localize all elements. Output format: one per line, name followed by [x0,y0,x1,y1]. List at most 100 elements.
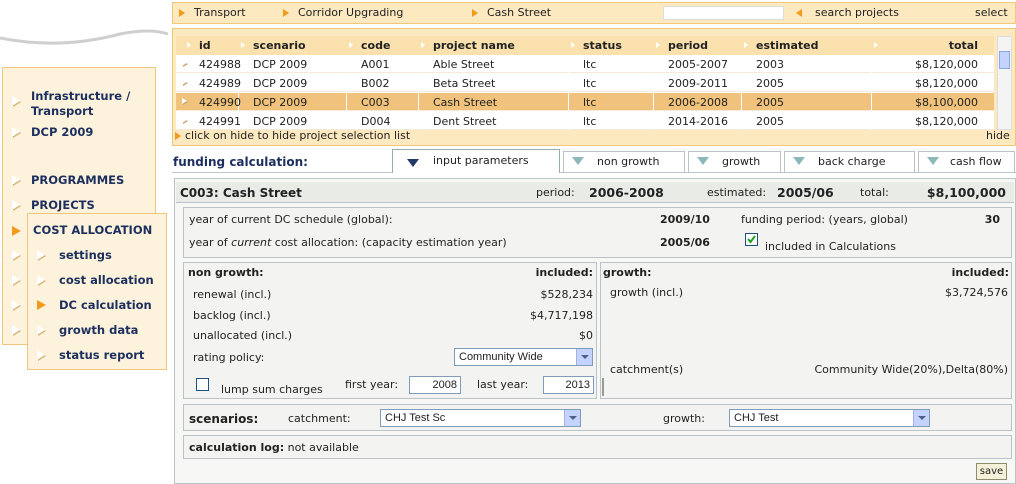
submenu [27,213,167,370]
scrollbar[interactable] [997,36,1012,130]
cell: $8,120,000 [915,58,978,71]
cell: ltc [583,96,597,109]
sort-arrow [241,42,245,48]
nav-item[interactable]: PROJECTS [31,198,95,212]
cell-separator [653,55,654,73]
value: $0 [579,329,593,342]
column-header[interactable]: period [668,39,708,52]
first-year-input[interactable]: 2008 [409,376,461,394]
row-arrow [182,79,187,85]
cell: 2003 [756,58,784,71]
submenu-item[interactable]: status report [59,348,145,362]
submenu-item[interactable]: settings [59,248,112,262]
submenu-item[interactable]: cost allocation [59,273,154,287]
cell-separator [741,112,742,130]
label: growth: [663,412,705,425]
sort-arrow [349,42,353,48]
search-label[interactable]: search projects [815,6,899,19]
save-button[interactable]: save [976,463,1007,480]
log-value: not available [287,441,359,454]
cell-separator [871,93,872,111]
nav-arrow [37,275,45,285]
column-header[interactable]: estimated [756,39,819,52]
sort-arrow [744,42,748,48]
log-box [183,435,1012,459]
nav-item[interactable]: DCP 2009 [31,125,94,139]
period-value: 2006-2008 [589,185,664,200]
column-header[interactable]: id [199,39,211,52]
cell: 424990 [199,96,241,109]
checkbox[interactable] [745,233,758,246]
hide-link[interactable]: hide [986,129,1010,142]
cell: DCP 2009 [253,77,308,90]
label: renewal (incl.) [193,288,272,301]
checkbox[interactable] [196,378,209,391]
sort-arrow [656,42,660,48]
label: last year: [477,378,529,391]
cell-separator [346,112,347,130]
value: $3,724,576 [945,286,1008,299]
cell: $8,120,000 [915,77,978,90]
label: rating policy: [193,351,265,364]
label: growth (incl.) [610,286,683,299]
submenu-item[interactable]: DC calculation [59,298,152,312]
cell: Beta Street [433,77,496,90]
cell-separator [568,112,569,130]
table-row[interactable]: 424989 DCP 2009 B002 Beta Street ltc 2009-201… [176,74,994,92]
table-row[interactable]: 424991 DCP 2009 D004 Dent Street ltc 2014-201… [176,112,994,130]
breadcrumb[interactable]: Cash Street [487,6,552,19]
cell-separator [238,112,239,130]
rating-select[interactable]: Community Wide [454,348,593,366]
label: year of current DC schedule (global): [189,213,393,226]
breadcrumb[interactable]: Transport [194,6,246,19]
text: current [231,236,272,249]
tab[interactable]: back charge [784,151,915,172]
select-value: CHJ Test [734,412,779,424]
submenu-item[interactable]: growth data [59,323,139,337]
cell-separator [346,93,347,111]
tab[interactable]: cash flow [918,151,1015,172]
table-row[interactable]: 424990 DCP 2009 C003 Cash Street ltc 2006-200… [176,93,994,111]
cell-separator [741,74,742,92]
row-arrow [182,98,187,104]
nav-item[interactable]: PROGRAMMES [31,173,125,187]
period-label: period: [536,186,575,199]
value: $4,717,198 [530,309,593,322]
label: unallocated (incl.) [193,329,293,342]
value: 2005/06 [660,236,710,249]
column-header[interactable]: scenario [253,39,306,52]
sort-arrow [187,42,191,48]
breadcrumb[interactable]: Corridor Upgrading [298,6,404,19]
cell: ltc [583,115,597,128]
tab[interactable]: growth [688,151,781,172]
nav-active[interactable]: COST ALLOCATION [33,223,153,237]
resize-handle[interactable] [602,378,604,396]
cell: Cash Street [433,96,498,109]
cell-separator [418,74,419,92]
column-header[interactable]: status [583,39,622,52]
search-input[interactable] [663,6,784,20]
nav-item[interactable]: Infrastructure / Transport [31,89,131,118]
label: backlog (incl.) [193,309,271,322]
tab[interactable]: non growth [563,151,685,172]
column-header[interactable]: project name [433,39,515,52]
cell-separator [238,55,239,73]
last-year-input[interactable]: 2013 [543,376,594,394]
column-header[interactable]: total [948,39,978,52]
select-link[interactable]: select [975,6,1008,19]
table-footer: click on hide to hide project selection … [185,129,411,142]
text: year of [189,236,228,249]
catchment-select[interactable]: CHJ Test Sc [380,409,581,427]
section-title: scenarios: [189,412,259,426]
cell-separator [871,74,872,92]
column-header[interactable]: code [361,39,391,52]
row-arrow [182,60,187,66]
cell-separator [871,55,872,73]
cell-separator [346,74,347,92]
tab-active[interactable]: input parameters [392,149,560,173]
table-row[interactable]: 424988 DCP 2009 A001 Able Street ltc 2005-200… [176,55,994,73]
cell-separator [418,93,419,111]
label: lump sum charges [221,383,323,396]
growth-select[interactable]: CHJ Test [729,409,930,427]
log: calculation log: not available [189,441,359,454]
